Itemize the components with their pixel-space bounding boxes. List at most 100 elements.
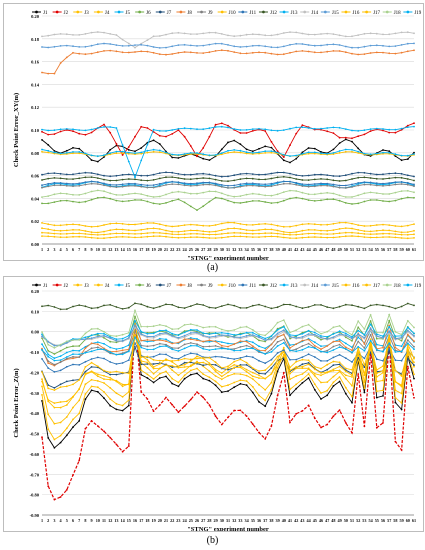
- b-data-point-j19: [338, 346, 341, 348]
- a-data-point-j7: [320, 173, 322, 176]
- a-data-point-j19: [406, 154, 409, 157]
- a-data-point-j8: [332, 50, 335, 52]
- b-data-point-j14: [183, 336, 186, 339]
- a-x-axis-label: "STNG" experiment number: [187, 255, 269, 260]
- b-data-point-j15: [152, 335, 155, 338]
- b-data-point-j11: [171, 357, 174, 359]
- a-data-point-j16: [165, 229, 167, 232]
- b-data-point-j5: [115, 348, 118, 350]
- a-data-point-j1: [227, 141, 229, 144]
- b-data-point-j4: [121, 395, 124, 398]
- b-data-point-j3: [320, 392, 322, 394]
- b-data-point-j10: [103, 374, 105, 377]
- b-data-point-j4: [351, 384, 353, 387]
- a-data-point-j15: [295, 42, 298, 45]
- b-xtick-label: 41: [288, 518, 292, 523]
- a-data-point-j8: [295, 50, 298, 53]
- a-data-point-j13: [406, 126, 409, 129]
- a-data-point-j1: [270, 146, 273, 149]
- b-data-point-j4: [109, 387, 112, 389]
- a-data-point-j15: [214, 42, 217, 45]
- a-data-point-j6: [84, 200, 87, 203]
- a-data-point-j13: [177, 127, 180, 130]
- b-data-point-j19: [251, 347, 254, 350]
- b-data-point-j1: [127, 404, 130, 407]
- a-data-point-j10: [227, 151, 229, 154]
- a-data-point-j18: [413, 191, 415, 194]
- a-data-point-j6: [177, 198, 180, 201]
- b-legend-label-j9: J9: [208, 284, 213, 289]
- a-data-point-j14: [332, 33, 335, 35]
- b-data-point-j16: [289, 366, 291, 369]
- b-data-point-j7: [140, 363, 143, 366]
- a-data-point-j12: [220, 180, 223, 182]
- b-data-point-j17: [326, 371, 329, 374]
- a-data-point-j2: [363, 133, 366, 136]
- b-data-point-j2: [53, 498, 56, 501]
- a-data-point-j3: [208, 233, 211, 236]
- a-data-point-j7: [196, 173, 198, 175]
- a-data-point-j6: [183, 201, 186, 204]
- a-data-point-j4: [103, 224, 105, 226]
- a-data-point-j17: [183, 236, 186, 239]
- a-legend-label-j2: J2: [64, 11, 69, 16]
- b-data-point-j7: [90, 366, 93, 368]
- a-data-point-j9: [276, 184, 279, 186]
- b-data-point-j15: [109, 337, 112, 339]
- a-data-point-j7: [388, 172, 391, 175]
- a-data-point-j19: [413, 153, 415, 155]
- b-data-point-j1: [152, 381, 155, 384]
- a-data-point-j6: [189, 205, 192, 208]
- a-data-point-j12: [276, 176, 279, 179]
- b-data-point-j3: [47, 428, 50, 431]
- b-data-point-j10: [233, 364, 236, 366]
- b-data-point-j16: [326, 363, 329, 366]
- b-data-point-j12: [177, 306, 180, 309]
- a-data-point-j14: [406, 31, 409, 34]
- a-data-point-j15: [258, 44, 260, 47]
- a-data-point-j7: [344, 174, 347, 177]
- b-xtick-label: 26: [195, 518, 199, 523]
- a-data-point-j18: [65, 192, 68, 195]
- a-legend-marker-j11: [241, 10, 245, 14]
- a-data-point-j13: [400, 127, 403, 130]
- b-data-point-j12: [382, 304, 384, 307]
- b-data-point-j8: [121, 349, 124, 352]
- a-data-point-j18: [59, 192, 62, 195]
- a-xtick-label: 2: [47, 247, 49, 252]
- a-data-point-j17: [227, 236, 229, 238]
- b-data-point-j19: [270, 351, 273, 353]
- b-data-point-j16: [307, 359, 310, 362]
- b-data-point-j9: [90, 347, 93, 350]
- a-data-point-j1: [72, 146, 74, 149]
- b-data-point-j7: [214, 364, 217, 366]
- b-data-point-j17: [214, 370, 217, 373]
- b-data-point-j3: [382, 389, 384, 392]
- a-data-point-j19: [233, 149, 236, 151]
- a-data-point-j16: [413, 229, 415, 232]
- b-data-point-j12: [406, 302, 409, 305]
- a-data-point-j19: [227, 149, 229, 152]
- a-data-point-j3: [53, 232, 56, 235]
- b-data-point-j19: [388, 342, 391, 345]
- b-data-point-j12: [413, 304, 415, 307]
- b-data-point-j19: [90, 350, 93, 353]
- a-data-point-j6: [301, 197, 304, 200]
- b-data-point-j10: [214, 368, 217, 371]
- b-data-point-j2: [189, 398, 192, 401]
- b-data-point-j19: [394, 351, 397, 353]
- b-data-point-j15: [127, 337, 130, 339]
- a-data-point-j17: [388, 236, 391, 238]
- b-data-point-j12: [258, 303, 260, 306]
- a-data-point-j19: [400, 154, 403, 157]
- a-data-point-j14: [177, 31, 180, 34]
- a-data-point-j9: [320, 184, 322, 187]
- a-data-point-j6: [90, 198, 93, 201]
- b-data-point-j16: [214, 361, 217, 364]
- b-data-point-j4: [103, 382, 105, 384]
- b-data-point-j8: [84, 347, 87, 349]
- a-data-point-j12: [47, 177, 50, 180]
- a-data-point-j4: [332, 222, 335, 225]
- a-data-point-j9: [394, 183, 397, 186]
- a-data-point-j16: [344, 227, 347, 230]
